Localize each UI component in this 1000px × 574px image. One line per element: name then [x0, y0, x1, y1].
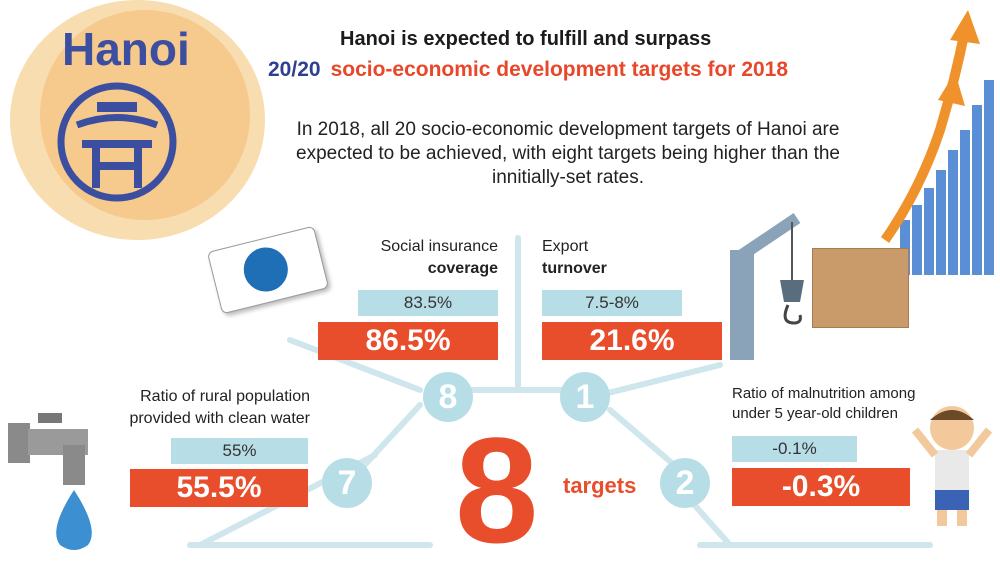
target-8-label-line2: coverage	[427, 260, 498, 277]
child-icon	[911, 406, 993, 526]
headline-count: 20/20	[268, 58, 321, 81]
target-1-expected: 21.6%	[542, 322, 722, 360]
target-7-planned: 55%	[171, 438, 308, 464]
target-8-number: 8	[423, 372, 473, 422]
growth-arrow-chart-icon	[880, 10, 994, 275]
box-icon	[812, 248, 909, 328]
headline-line-1: Hanoi is expected to fulfill and surpass	[340, 28, 712, 50]
target-7-expected: 55.5%	[130, 469, 308, 507]
logo-text: Hanoi	[62, 23, 190, 75]
headline-rest: socio-economic development targets for 2…	[330, 58, 789, 81]
target-2-number: 2	[660, 458, 710, 508]
center-count: 8	[455, 406, 539, 574]
target-8-planned: 83.5%	[358, 290, 498, 316]
target-7-label-line2: provided with clean water	[129, 410, 310, 427]
water-tap-icon	[8, 413, 92, 550]
target-2-label: Ratio of malnutrition among under 5 year…	[732, 384, 962, 424]
target-1-label-line1: Export	[542, 238, 589, 255]
target-2-expected: -0.3%	[732, 468, 910, 506]
center-word: targets	[563, 473, 637, 498]
target-1-planned: 7.5-8%	[542, 290, 682, 316]
logo-background-inner	[40, 10, 250, 220]
target-8-expected: 86.5%	[318, 322, 498, 360]
target-1-number: 1	[560, 372, 610, 422]
headline-line-2: 20/20 socio-economic development targets …	[268, 58, 788, 82]
crane-icon	[730, 213, 804, 360]
target-1-label-line2: turnover	[542, 260, 607, 277]
intro-paragraph: In 2018, all 20 socio-economic developme…	[296, 119, 840, 188]
hanoi-logo-icon	[57, 82, 177, 202]
target-2-planned: -0.1%	[732, 436, 857, 462]
target-8-label-line1: Social insurance	[380, 238, 498, 255]
target-2-label-line1: Ratio of malnutrition among	[732, 385, 916, 402]
target-7-label-line1: Ratio of rural population	[140, 388, 310, 405]
target-7-label: Ratio of rural population provided with …	[80, 386, 310, 430]
target-1-label: Export turnover	[542, 236, 742, 280]
target-2-label-line2: under 5 year-old children	[732, 405, 898, 422]
target-8-label: Social insurance coverage	[330, 236, 498, 280]
target-7-number: 7	[322, 458, 372, 508]
